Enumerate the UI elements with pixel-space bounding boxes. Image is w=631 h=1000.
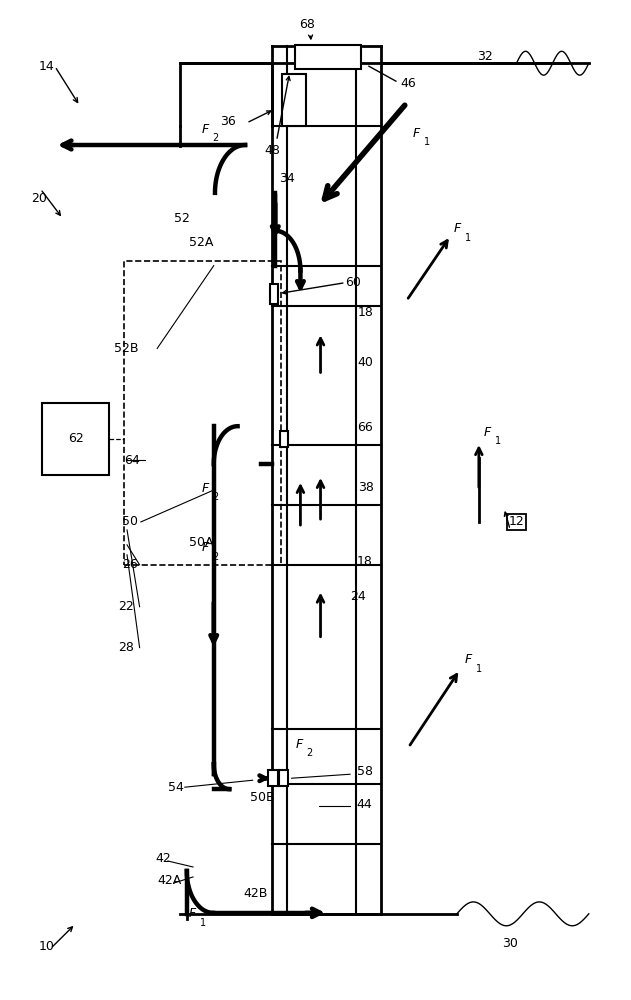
Text: 26: 26 <box>122 558 138 571</box>
Text: 32: 32 <box>477 50 493 63</box>
Bar <box>269 284 278 304</box>
Text: 36: 36 <box>220 115 235 128</box>
Text: 58: 58 <box>357 765 372 778</box>
Text: 50B: 50B <box>250 791 274 804</box>
Text: 1: 1 <box>200 918 206 928</box>
Text: 24: 24 <box>350 590 366 603</box>
Text: F: F <box>484 426 491 439</box>
Text: 28: 28 <box>118 641 134 654</box>
Text: 30: 30 <box>502 937 518 950</box>
Text: 52A: 52A <box>189 236 213 249</box>
Text: 20: 20 <box>31 192 47 205</box>
Text: F: F <box>201 482 208 495</box>
Text: 42A: 42A <box>158 874 182 887</box>
Bar <box>268 770 278 786</box>
Text: 34: 34 <box>279 172 295 185</box>
Text: 38: 38 <box>358 481 374 494</box>
Text: 42B: 42B <box>244 887 268 900</box>
Text: 50: 50 <box>122 515 138 528</box>
Text: 64: 64 <box>124 454 140 467</box>
Text: F: F <box>454 222 461 235</box>
Bar <box>279 770 288 786</box>
Text: F: F <box>465 653 472 666</box>
Text: 50A: 50A <box>189 536 213 549</box>
Text: 14: 14 <box>38 60 54 73</box>
Bar <box>295 45 362 69</box>
Text: 2: 2 <box>213 552 219 562</box>
Text: 12: 12 <box>509 515 524 528</box>
Text: F: F <box>413 127 420 140</box>
Bar <box>124 261 281 565</box>
Text: F: F <box>295 738 303 751</box>
Text: 44: 44 <box>357 798 372 811</box>
Text: 22: 22 <box>118 600 134 613</box>
Text: 46: 46 <box>401 77 416 90</box>
Text: 1: 1 <box>465 233 471 243</box>
Text: 68: 68 <box>298 18 315 31</box>
Text: F: F <box>189 907 196 920</box>
Text: 40: 40 <box>358 356 374 369</box>
Text: 18: 18 <box>358 306 374 319</box>
Text: 62: 62 <box>68 432 83 445</box>
Text: 1: 1 <box>495 436 501 446</box>
Text: 48: 48 <box>265 144 281 157</box>
Text: 2: 2 <box>213 133 219 143</box>
Bar <box>282 74 306 126</box>
Text: 10: 10 <box>38 940 54 953</box>
Text: 1: 1 <box>476 664 483 674</box>
Text: 66: 66 <box>357 421 372 434</box>
Text: 54: 54 <box>168 781 184 794</box>
Text: 1: 1 <box>424 137 430 147</box>
Bar <box>280 431 288 447</box>
Text: 60: 60 <box>345 276 361 289</box>
Text: F: F <box>201 123 208 136</box>
Text: F: F <box>201 541 208 554</box>
Text: 52B: 52B <box>114 342 138 355</box>
Text: 2: 2 <box>213 492 219 502</box>
Text: 18: 18 <box>357 555 372 568</box>
Text: 2: 2 <box>307 748 313 758</box>
Text: 42: 42 <box>156 852 172 865</box>
Text: 52: 52 <box>174 212 191 225</box>
Bar <box>42 403 109 475</box>
